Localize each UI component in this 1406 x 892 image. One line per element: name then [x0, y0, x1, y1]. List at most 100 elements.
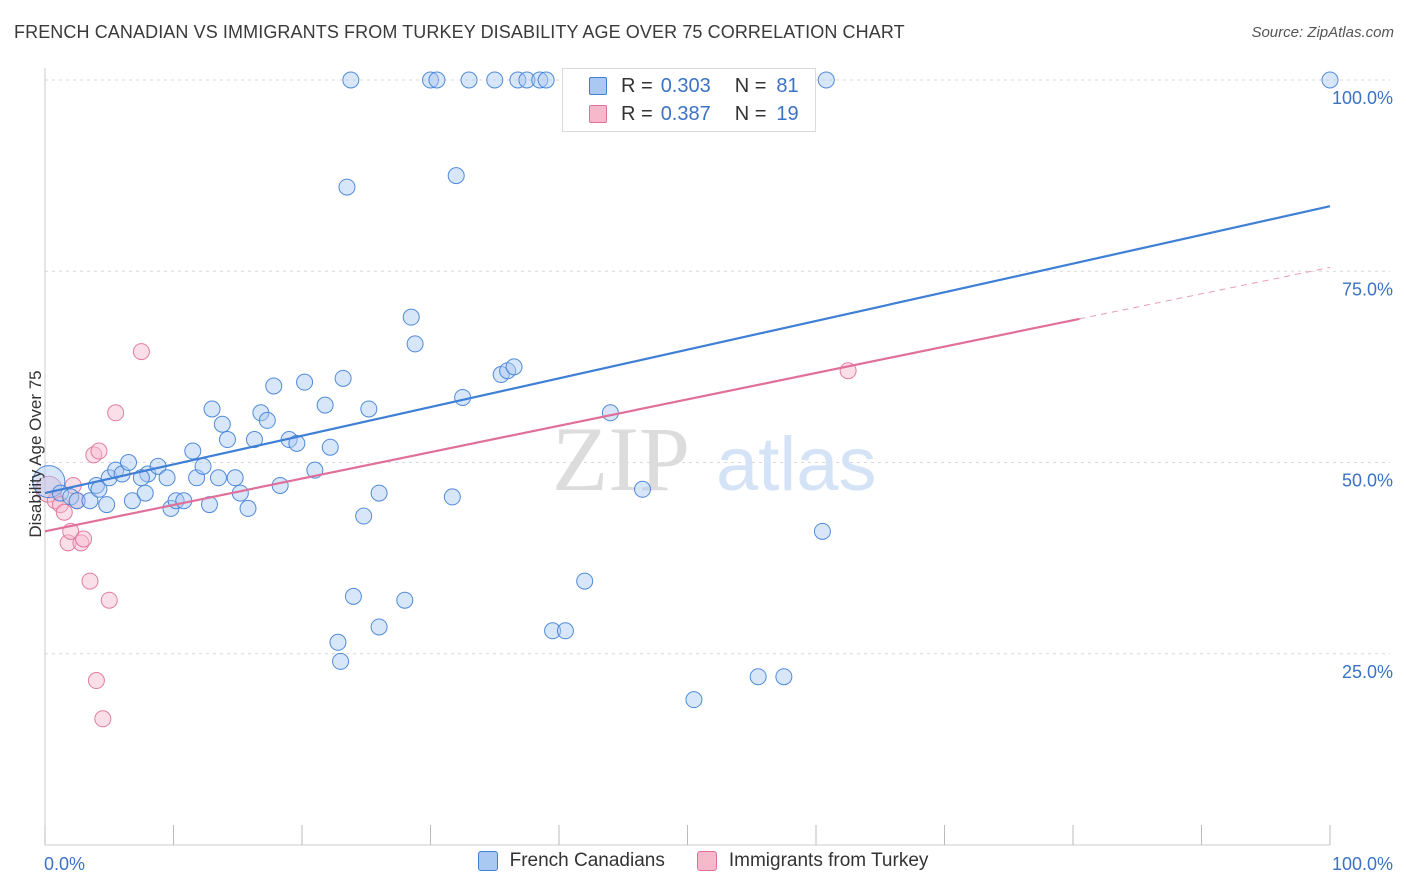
- data-point: [321, 438, 339, 456]
- data-point: [98, 496, 116, 514]
- legend-n-value: 81: [776, 74, 799, 97]
- data-point: [544, 622, 562, 640]
- data-point: [203, 400, 221, 418]
- legend-row-immigrants-from-turkey: R = 0.387 N = 19: [589, 101, 799, 127]
- data-point: [94, 710, 112, 728]
- data-point: [316, 396, 334, 414]
- series-immigrants-from-turkey: [35, 343, 857, 728]
- data-point: [486, 71, 504, 89]
- legend-r-value: 0.387: [660, 102, 711, 125]
- watermark: ZIP atlas: [552, 408, 877, 510]
- data-point: [209, 469, 227, 487]
- data-point: [123, 492, 141, 510]
- legend-n-label: N =: [734, 102, 767, 125]
- y-tick-label: 25.0%: [1342, 662, 1393, 682]
- data-point: [342, 71, 360, 89]
- data-point: [537, 71, 555, 89]
- data-point: [81, 572, 99, 590]
- data-point: [213, 415, 231, 433]
- data-point: [245, 431, 263, 449]
- legend-row-french-canadians: R = 0.303 N = 81: [589, 73, 799, 99]
- legend-label: Immigrants from Turkey: [728, 850, 929, 871]
- data-point: [360, 400, 378, 418]
- y-tick-label: 100.0%: [1332, 88, 1393, 108]
- legend-item-immigrants-from-turkey[interactable]: Immigrants from Turkey: [696, 850, 929, 872]
- legend-swatch-blue: [589, 77, 607, 95]
- data-point: [296, 373, 314, 391]
- legend-n-value: 19: [776, 102, 799, 125]
- data-point: [75, 530, 93, 548]
- y-tick-label: 75.0%: [1342, 279, 1393, 299]
- data-point: [258, 411, 276, 429]
- axes: [44, 68, 1331, 846]
- data-point: [454, 388, 472, 406]
- data-point: [55, 503, 73, 521]
- data-point: [576, 572, 594, 590]
- data-point: [334, 369, 352, 387]
- data-point: [460, 71, 478, 89]
- legend-swatch-pink: [696, 851, 717, 871]
- data-point: [531, 71, 549, 89]
- data-point: [90, 442, 108, 460]
- chart-title: FRENCH CANADIAN VS IMMIGRANTS FROM TURKE…: [14, 22, 905, 42]
- trend-lines: [44, 205, 1331, 533]
- data-point: [271, 476, 289, 494]
- data-point: [370, 484, 388, 502]
- data-point: [87, 672, 105, 690]
- data-point: [355, 507, 373, 525]
- data-point: [68, 492, 86, 510]
- series-french-canadians: [32, 71, 1339, 709]
- data-point: [218, 431, 236, 449]
- data-point: [1321, 71, 1339, 89]
- series-legend: French Canadians Immigrants from Turkey: [0, 850, 1406, 872]
- legend-swatch-blue: [477, 851, 498, 871]
- data-point: [338, 178, 356, 196]
- source-label: Source: ZipAtlas.com: [1251, 24, 1394, 41]
- data-point: [332, 652, 350, 670]
- legend-n-label: N =: [734, 74, 767, 97]
- data-point: [239, 499, 257, 517]
- data-point: [428, 71, 446, 89]
- data-point: [370, 618, 388, 636]
- tick-labels: 25.0% 50.0% 75.0% 100.0% 0.0% 100.0%: [44, 88, 1393, 874]
- data-point: [817, 71, 835, 89]
- y-axis-label: Disability Age Over 75: [26, 370, 45, 538]
- data-point: [556, 622, 574, 640]
- legend-r-label: R =: [621, 74, 653, 97]
- data-point: [194, 457, 212, 475]
- data-point: [184, 442, 202, 460]
- data-point: [329, 633, 347, 651]
- data-point: [447, 167, 465, 185]
- data-point: [132, 343, 150, 361]
- legend-swatch-pink: [589, 105, 607, 123]
- trend-line: [44, 317, 1080, 533]
- data-point: [749, 668, 767, 686]
- data-point: [120, 454, 138, 471]
- data-point: [226, 469, 244, 487]
- x-tick-label: 100.0%: [1332, 854, 1393, 874]
- data-point: [100, 591, 118, 609]
- watermark-zip: ZIP: [552, 408, 690, 510]
- legend-r-label: R =: [621, 102, 653, 125]
- data-point: [265, 377, 283, 395]
- data-point: [505, 358, 523, 376]
- data-point: [132, 469, 150, 487]
- data-point: [136, 484, 154, 502]
- trend-line-extension: [1079, 266, 1331, 320]
- data-point: [396, 591, 414, 609]
- data-point: [775, 668, 793, 686]
- data-point: [509, 71, 527, 89]
- legend-item-french-canadians[interactable]: French Canadians: [477, 850, 665, 872]
- data-point: [344, 587, 362, 605]
- correlation-legend: R = 0.303 N = 81 R = 0.387 N = 19: [562, 68, 816, 132]
- data-point: [422, 71, 439, 89]
- data-point: [406, 335, 424, 353]
- grid-lines: [45, 79, 1390, 655]
- legend-r-value: 0.303: [660, 74, 711, 97]
- data-point: [518, 71, 536, 89]
- legend-label: French Canadians: [509, 850, 665, 871]
- data-point: [288, 434, 306, 452]
- watermark-atlas: atlas: [716, 422, 877, 507]
- data-point: [107, 404, 125, 422]
- data-point: [81, 492, 99, 510]
